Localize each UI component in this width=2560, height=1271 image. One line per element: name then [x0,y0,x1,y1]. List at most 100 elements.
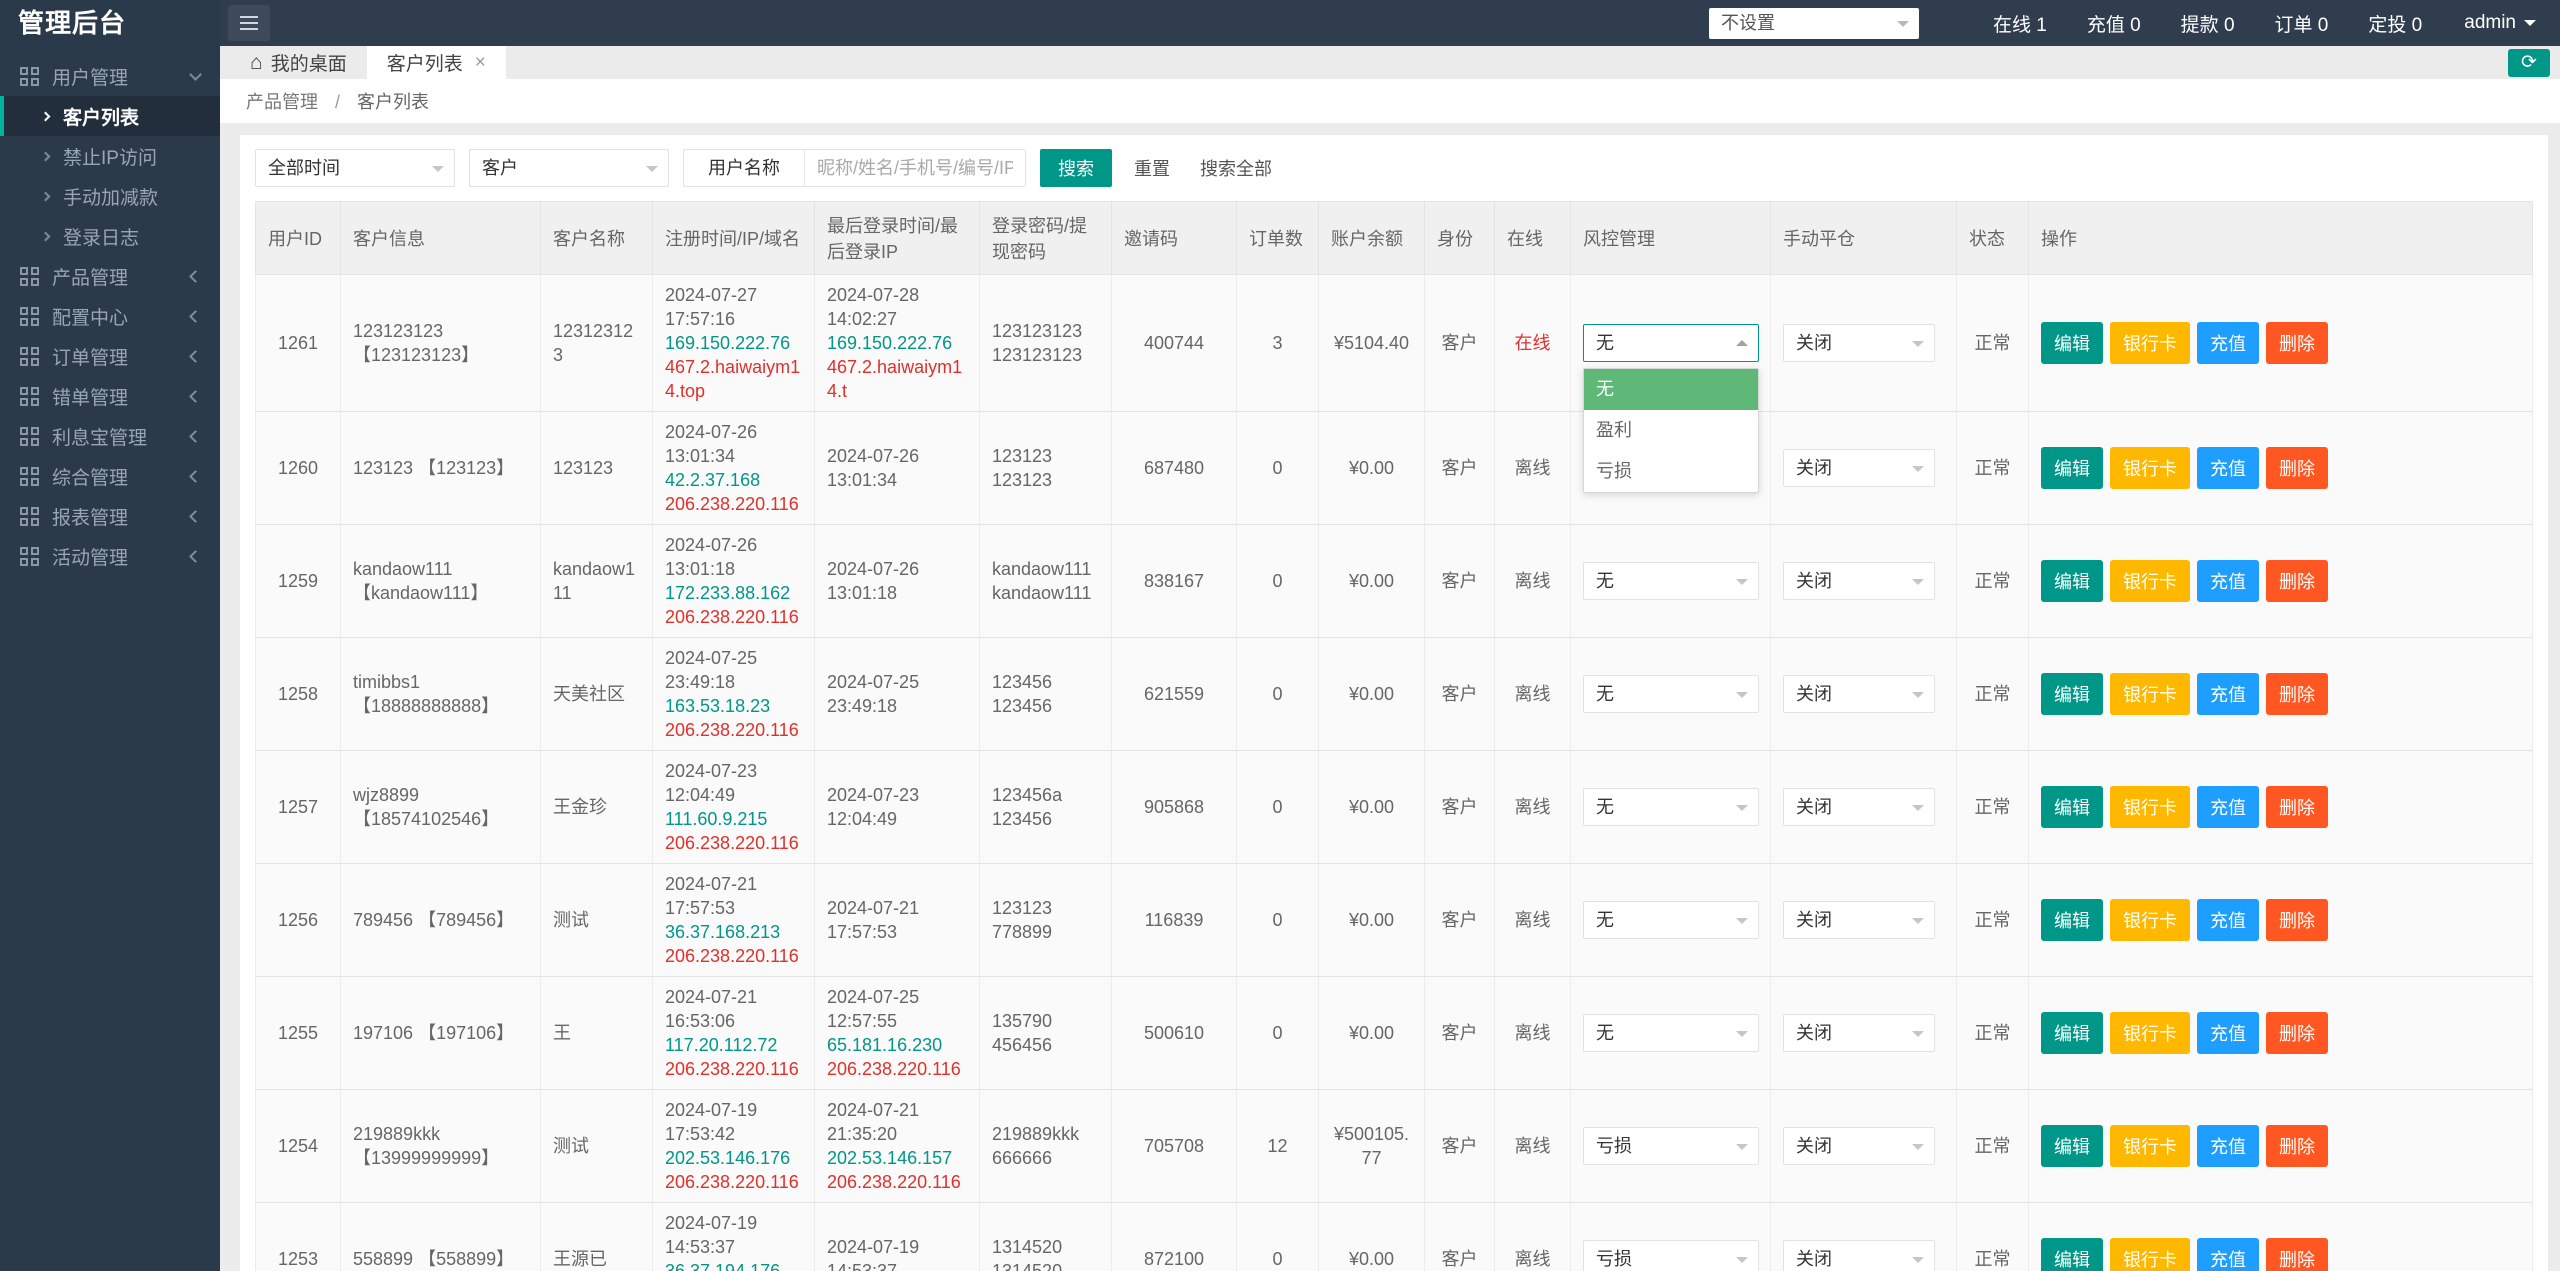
bankcard-button[interactable]: 银行卡 [2110,899,2190,941]
recharge-button[interactable]: 充值 [2197,560,2259,602]
manual-close-select[interactable]: 关闭 [1783,901,1935,939]
bankcard-button[interactable]: 银行卡 [2110,786,2190,828]
risk-select[interactable]: 无 [1583,562,1759,600]
stat-订单[interactable]: 订单 0 [2275,15,2329,36]
bankcard-button[interactable]: 银行卡 [2110,673,2190,715]
risk-select[interactable]: 无 [1583,1014,1759,1052]
cell-last-login: 2024-07-28 14:02:27169.150.222.76467.2.h… [815,275,980,412]
risk-select[interactable]: 无 [1583,901,1759,939]
search-all-button[interactable]: 搜索全部 [1192,155,1280,181]
manual-close-select[interactable]: 关闭 [1783,449,1935,487]
column-header-手动平仓: 手动平仓 [1771,202,1957,275]
recharge-button[interactable]: 充值 [2197,899,2259,941]
sidebar-item-用户管理[interactable]: 用户管理 [0,56,220,96]
delete-button[interactable]: 删除 [2266,1125,2328,1167]
bankcard-button[interactable]: 银行卡 [2110,1125,2190,1167]
edit-button[interactable]: 编辑 [2041,899,2103,941]
delete-button[interactable]: 删除 [2266,322,2328,364]
stat-在线[interactable]: 在线 1 [1993,15,2047,36]
edit-button[interactable]: 编辑 [2041,1238,2103,1271]
chevron-down-icon [1736,1031,1748,1043]
sidebar-item-配置中心[interactable]: 配置中心 [0,296,220,336]
delete-button[interactable]: 删除 [2266,673,2328,715]
risk-select[interactable]: 无 [1583,675,1759,713]
manual-close-select[interactable]: 关闭 [1783,788,1935,826]
sidebar-item-产品管理[interactable]: 产品管理 [0,256,220,296]
close-icon[interactable]: × [475,52,486,74]
edit-button[interactable]: 编辑 [2041,673,2103,715]
cell-balance: ¥0.00 [1319,638,1425,751]
manual-close-select[interactable]: 关闭 [1783,324,1935,362]
recharge-button[interactable]: 充值 [2197,786,2259,828]
sidebar-item-活动管理[interactable]: 活动管理 [0,536,220,576]
risk-option[interactable]: 盈利 [1584,410,1758,451]
sidebar-item-订单管理[interactable]: 订单管理 [0,336,220,376]
edit-button[interactable]: 编辑 [2041,786,2103,828]
manual-close-select[interactable]: 关闭 [1783,562,1935,600]
refresh-button[interactable]: ⟳ [2508,49,2550,77]
breadcrumb-item[interactable]: 产品管理 [246,92,318,112]
register-ip: 117.20.112.72 [665,1033,802,1057]
sidebar-item-错单管理[interactable]: 错单管理 [0,376,220,416]
sidebar-subitem-手动加减款[interactable]: 手动加减款 [0,176,220,216]
sidebar-menu: 用户管理客户列表禁止IP访问手动加减款登录日志产品管理配置中心订单管理错单管理利… [0,46,220,576]
delete-button[interactable]: 删除 [2266,1238,2328,1271]
sidebar-item-综合管理[interactable]: 综合管理 [0,456,220,496]
time-range-select[interactable]: 全部时间 [255,149,455,187]
risk-option[interactable]: 亏损 [1584,451,1758,492]
delete-button[interactable]: 删除 [2266,899,2328,941]
edit-button[interactable]: 编辑 [2041,447,2103,489]
manual-close-select[interactable]: 关闭 [1783,675,1935,713]
tab-我的桌面[interactable]: ⌂我的桌面 [230,46,367,79]
hamburger-button[interactable] [228,5,270,41]
risk-select[interactable]: 亏损 [1583,1240,1759,1271]
customer-type-select[interactable]: 客户 [469,149,669,187]
sidebar-item-报表管理[interactable]: 报表管理 [0,496,220,536]
manual-close-select[interactable]: 关闭 [1783,1127,1935,1165]
bankcard-button[interactable]: 银行卡 [2110,322,2190,364]
edit-button[interactable]: 编辑 [2041,560,2103,602]
risk-select[interactable]: 无 [1583,788,1759,826]
delete-button[interactable]: 删除 [2266,786,2328,828]
tab-客户列表[interactable]: 客户列表× [367,46,506,79]
recharge-button[interactable]: 充值 [2197,673,2259,715]
admin-menu[interactable]: admin [2464,12,2536,34]
withdraw-password: 123123123 [992,343,1099,367]
delete-button[interactable]: 删除 [2266,1012,2328,1054]
manual-close-value: 关闭 [1796,797,1832,817]
cell-risk-control: 无 [1571,525,1771,638]
risk-option[interactable]: 无 [1584,369,1758,410]
manual-close-select[interactable]: 关闭 [1783,1240,1935,1271]
recharge-button[interactable]: 充值 [2197,1125,2259,1167]
bankcard-button[interactable]: 银行卡 [2110,560,2190,602]
sidebar-subitem-登录日志[interactable]: 登录日志 [0,216,220,256]
notify-sound-select[interactable]: 不设置 [1709,8,1919,39]
risk-select[interactable]: 亏损 [1583,1127,1759,1165]
cell-balance: ¥0.00 [1319,864,1425,977]
admin-username: admin [2464,12,2516,34]
search-input[interactable] [805,150,1025,186]
search-button[interactable]: 搜索 [1040,149,1112,187]
sidebar-item-利息宝管理[interactable]: 利息宝管理 [0,416,220,456]
stat-提款[interactable]: 提款 0 [2181,15,2235,36]
edit-button[interactable]: 编辑 [2041,1125,2103,1167]
delete-button[interactable]: 删除 [2266,447,2328,489]
bankcard-button[interactable]: 银行卡 [2110,1012,2190,1054]
stat-定投[interactable]: 定投 0 [2368,15,2422,36]
reset-button[interactable]: 重置 [1126,155,1178,181]
recharge-button[interactable]: 充值 [2197,322,2259,364]
cell-user-id: 1257 [256,751,341,864]
stat-充值[interactable]: 充值 0 [2087,15,2141,36]
sidebar-subitem-禁止IP访问[interactable]: 禁止IP访问 [0,136,220,176]
edit-button[interactable]: 编辑 [2041,1012,2103,1054]
bankcard-button[interactable]: 银行卡 [2110,1238,2190,1271]
delete-button[interactable]: 删除 [2266,560,2328,602]
manual-close-select[interactable]: 关闭 [1783,1014,1935,1052]
risk-select[interactable]: 无 [1583,324,1759,362]
sidebar-subitem-客户列表[interactable]: 客户列表 [0,96,220,136]
bankcard-button[interactable]: 银行卡 [2110,447,2190,489]
recharge-button[interactable]: 充值 [2197,1012,2259,1054]
recharge-button[interactable]: 充值 [2197,447,2259,489]
recharge-button[interactable]: 充值 [2197,1238,2259,1271]
edit-button[interactable]: 编辑 [2041,322,2103,364]
